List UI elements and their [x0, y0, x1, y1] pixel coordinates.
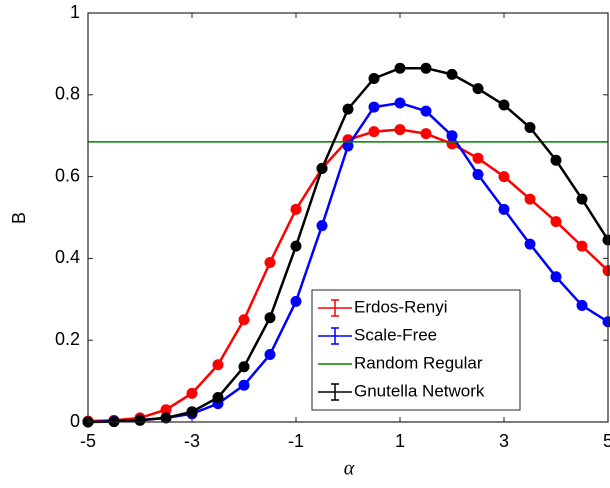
data-point — [394, 62, 406, 74]
data-point — [186, 406, 198, 418]
data-point — [264, 349, 276, 361]
data-point — [446, 130, 458, 142]
x-axis-label: α — [344, 458, 355, 480]
x-tick-label: -3 — [184, 431, 200, 451]
data-point — [342, 140, 354, 152]
data-point — [602, 234, 610, 246]
data-point — [576, 193, 588, 205]
data-point — [290, 240, 302, 252]
legend-label: Erdos-Renyi — [354, 297, 448, 316]
y-tick-label: 0.8 — [55, 84, 80, 104]
data-point — [576, 240, 588, 252]
data-point — [316, 162, 328, 174]
data-point — [290, 203, 302, 215]
legend-label: Random Regular — [354, 353, 483, 372]
data-point — [420, 105, 432, 117]
data-point — [550, 154, 562, 166]
x-tick-label: 3 — [499, 431, 509, 451]
data-point — [238, 361, 250, 373]
data-point — [498, 203, 510, 215]
data-point — [212, 391, 224, 403]
data-point — [394, 124, 406, 136]
data-point — [186, 387, 198, 399]
data-point — [550, 271, 562, 283]
y-tick-label: 0.6 — [55, 165, 80, 185]
data-point — [368, 126, 380, 138]
x-tick-label: 1 — [395, 431, 405, 451]
data-point — [472, 169, 484, 181]
data-point — [394, 97, 406, 109]
data-point — [238, 379, 250, 391]
y-axis-label: B — [9, 212, 29, 224]
y-tick-label: 0 — [70, 411, 80, 431]
data-point — [160, 412, 172, 424]
data-point — [576, 299, 588, 311]
x-tick-label: -1 — [288, 431, 304, 451]
data-point — [524, 238, 536, 250]
data-point — [524, 122, 536, 134]
data-point — [498, 99, 510, 111]
data-point — [134, 414, 146, 426]
data-point — [368, 101, 380, 113]
data-point — [212, 359, 224, 371]
data-point — [420, 62, 432, 74]
legend-box — [311, 289, 521, 411]
data-point — [368, 72, 380, 84]
data-point — [264, 256, 276, 268]
data-point — [498, 171, 510, 183]
data-point — [316, 220, 328, 232]
plot-area — [82, 62, 610, 428]
y-tick-label: 1 — [70, 2, 80, 22]
data-point — [550, 216, 562, 228]
data-point — [420, 128, 432, 140]
legend-label: Scale-Free — [354, 325, 437, 344]
data-point — [524, 193, 536, 205]
legend-label: Gnutella Network — [354, 381, 485, 400]
y-tick-label: 0.2 — [55, 329, 80, 349]
y-tick-label: 0.4 — [55, 247, 80, 267]
data-point — [446, 68, 458, 80]
data-point — [472, 83, 484, 95]
axes-box — [87, 12, 609, 423]
data-point — [342, 103, 354, 115]
data-point — [290, 295, 302, 307]
data-point — [160, 404, 172, 416]
data-point — [238, 314, 250, 326]
data-point — [264, 312, 276, 324]
data-point — [472, 152, 484, 164]
x-tick-label: 5 — [603, 431, 610, 451]
legend: Erdos-Renyi Scale-Free Random Regular Gnute… — [311, 289, 521, 411]
x-tick-label: -5 — [80, 431, 96, 451]
